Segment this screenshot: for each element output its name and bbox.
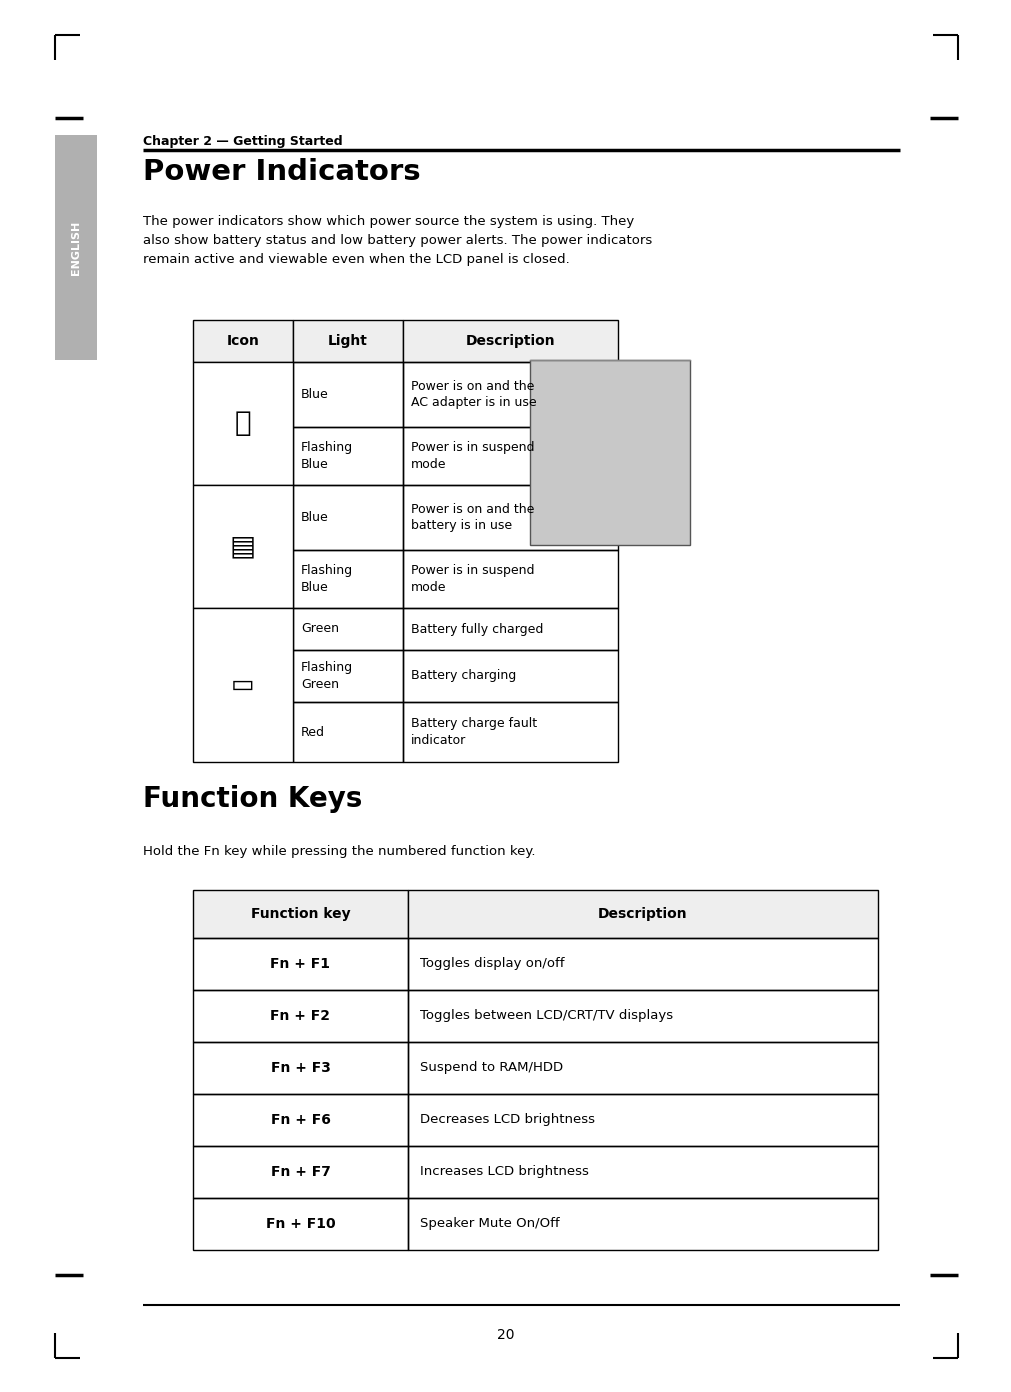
Text: Red: Red <box>301 725 325 739</box>
Text: Description: Description <box>599 908 687 922</box>
Bar <box>293 702 403 761</box>
Bar <box>293 427 403 484</box>
Text: Light: Light <box>328 334 368 348</box>
Bar <box>193 889 408 938</box>
Bar <box>408 889 878 938</box>
Bar <box>408 990 878 1043</box>
Text: Icon: Icon <box>226 334 260 348</box>
Text: Power Indicators: Power Indicators <box>143 159 421 187</box>
Bar <box>408 1146 878 1199</box>
Text: Toggles between LCD/CRT/TV displays: Toggles between LCD/CRT/TV displays <box>420 1009 673 1023</box>
Bar <box>403 702 618 761</box>
Text: Fn + F2: Fn + F2 <box>271 1009 331 1023</box>
Bar <box>408 1094 878 1146</box>
Bar <box>403 484 618 550</box>
Bar <box>193 484 293 608</box>
Text: Flashing
Blue: Flashing Blue <box>301 564 353 594</box>
Bar <box>193 938 408 990</box>
Text: Fn + F3: Fn + F3 <box>271 1061 331 1075</box>
Bar <box>193 1094 408 1146</box>
Text: Green: Green <box>301 622 339 636</box>
Text: Flashing
Green: Flashing Green <box>301 661 353 690</box>
Text: Hold the Fn key while pressing the numbered function key.: Hold the Fn key while pressing the numbe… <box>143 845 536 857</box>
Bar <box>403 550 618 608</box>
Bar <box>403 608 618 650</box>
Bar <box>403 427 618 484</box>
Text: Power is on and the
AC adapter is in use: Power is on and the AC adapter is in use <box>411 380 537 409</box>
Text: Fn + F1: Fn + F1 <box>271 958 331 972</box>
Text: Flashing
Blue: Flashing Blue <box>301 441 353 470</box>
Text: Speaker Mute On/Off: Speaker Mute On/Off <box>420 1218 560 1231</box>
Text: ▤: ▤ <box>229 533 256 561</box>
Text: Power is in suspend
mode: Power is in suspend mode <box>411 441 535 470</box>
Bar <box>193 1146 408 1199</box>
Text: Increases LCD brightness: Increases LCD brightness <box>420 1165 588 1179</box>
Text: Decreases LCD brightness: Decreases LCD brightness <box>420 1114 595 1126</box>
Bar <box>403 320 618 362</box>
Bar <box>293 484 403 550</box>
Bar <box>193 320 293 362</box>
Text: Battery fully charged: Battery fully charged <box>411 622 543 636</box>
Text: Function key: Function key <box>251 908 351 922</box>
Bar <box>403 650 618 702</box>
Text: Suspend to RAM/HDD: Suspend to RAM/HDD <box>420 1062 563 1075</box>
Bar <box>408 889 878 938</box>
Bar <box>193 608 293 761</box>
Bar <box>55 135 97 361</box>
Bar <box>293 550 403 608</box>
Bar <box>408 1043 878 1094</box>
Text: Power is on and the
battery is in use: Power is on and the battery is in use <box>411 503 535 532</box>
Bar <box>530 361 690 546</box>
Bar <box>193 1199 408 1250</box>
Bar <box>293 320 403 362</box>
Bar <box>193 889 408 938</box>
Text: Battery charge fault
indicator: Battery charge fault indicator <box>411 717 537 746</box>
Text: 20: 20 <box>496 1328 515 1342</box>
Bar <box>193 1043 408 1094</box>
Bar <box>293 362 403 427</box>
Bar <box>193 362 293 484</box>
Bar <box>403 320 618 362</box>
Text: Fn + F7: Fn + F7 <box>271 1165 331 1179</box>
Text: Fn + F6: Fn + F6 <box>271 1114 331 1128</box>
Text: Chapter 2 — Getting Started: Chapter 2 — Getting Started <box>143 135 343 148</box>
Bar <box>293 320 403 362</box>
Bar <box>403 362 618 427</box>
Text: Blue: Blue <box>301 388 329 401</box>
Text: Function Keys: Function Keys <box>143 785 362 813</box>
Text: ▭: ▭ <box>232 672 255 697</box>
Text: ENGLISH: ENGLISH <box>71 220 81 274</box>
Bar <box>408 938 878 990</box>
Text: ⏻: ⏻ <box>235 409 252 437</box>
Text: Toggles display on/off: Toggles display on/off <box>420 958 564 970</box>
Text: The power indicators show which power source the system is using. They
also show: The power indicators show which power so… <box>143 214 652 266</box>
Text: Fn + F10: Fn + F10 <box>266 1217 336 1231</box>
Text: Battery charging: Battery charging <box>411 670 517 682</box>
Bar <box>193 990 408 1043</box>
Bar <box>293 608 403 650</box>
Text: Blue: Blue <box>301 511 329 523</box>
Bar <box>193 320 293 362</box>
Bar <box>293 650 403 702</box>
Bar <box>408 1199 878 1250</box>
Text: Description: Description <box>466 334 555 348</box>
Text: Power is in suspend
mode: Power is in suspend mode <box>411 564 535 594</box>
